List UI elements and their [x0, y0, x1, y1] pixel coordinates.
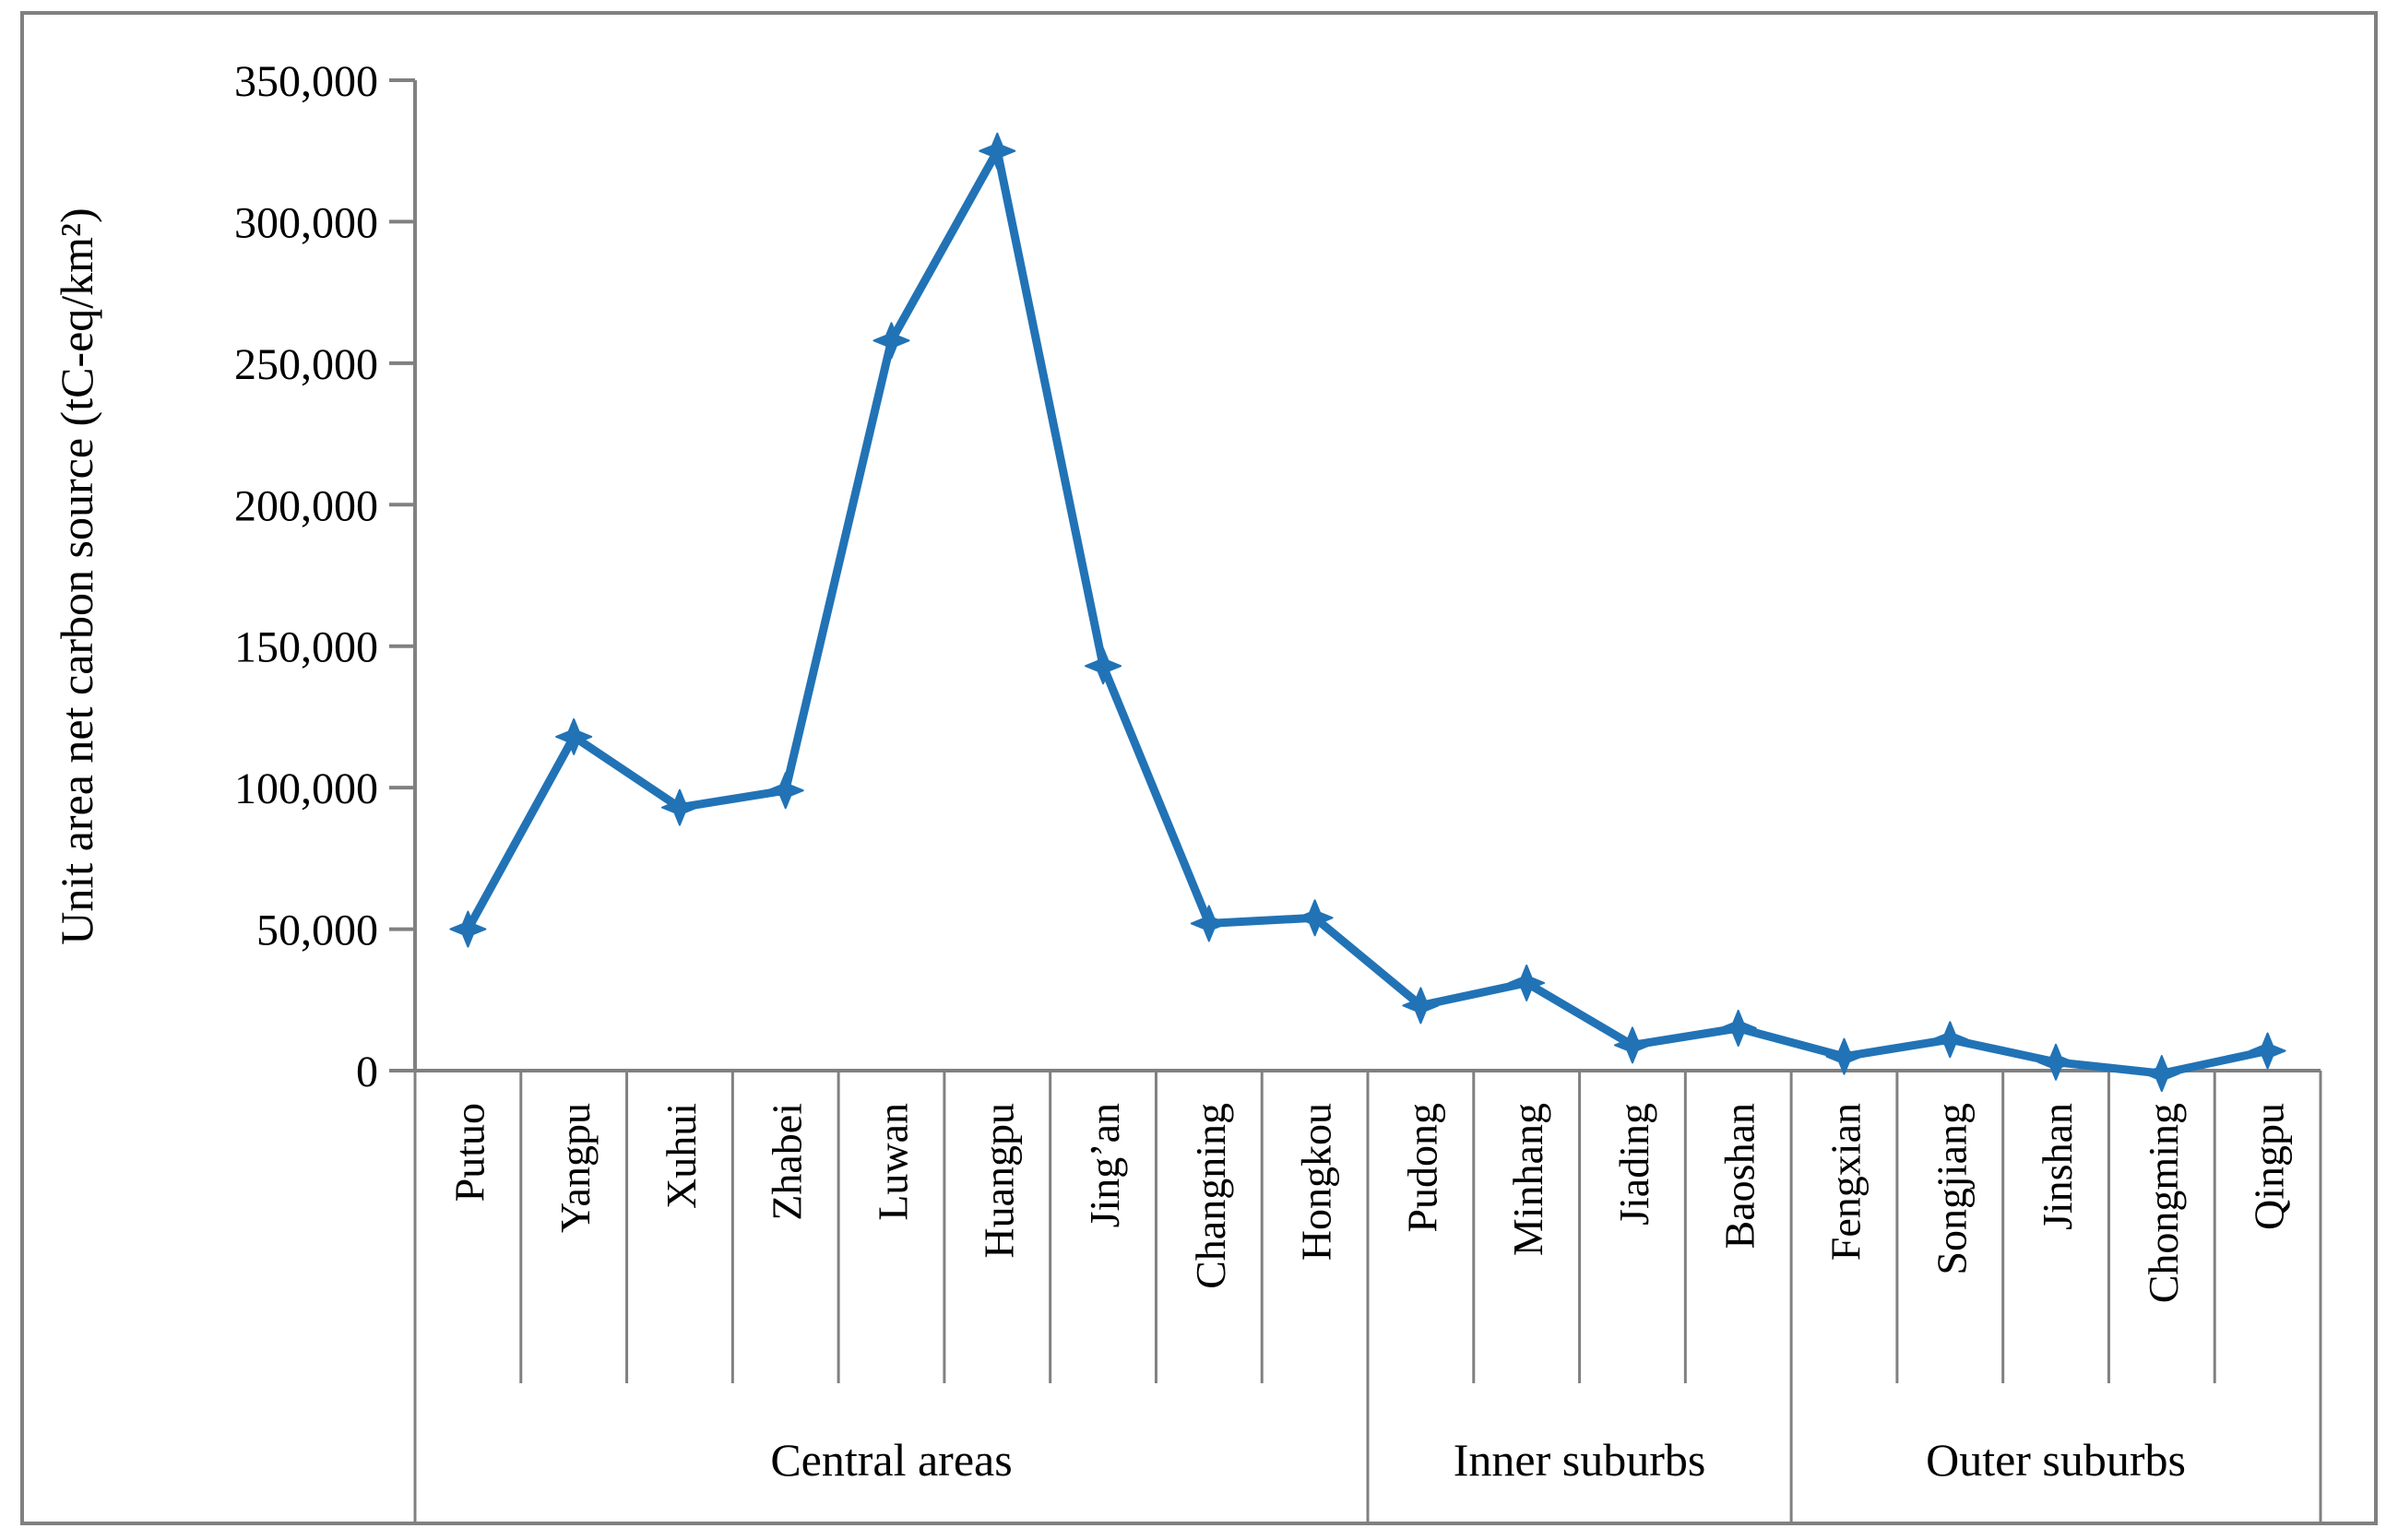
category-label: Jinshan: [2034, 1103, 2081, 1230]
data-point-marker: [1719, 1009, 1757, 1047]
group-label: Central areas: [770, 1434, 1012, 1486]
category-label: Baoshan: [1716, 1103, 1763, 1249]
group-label: Outer suburbs: [1926, 1434, 2186, 1486]
data-point-marker: [1085, 647, 1122, 685]
data-point-marker: [660, 788, 698, 826]
data-point-marker: [873, 322, 910, 360]
data-point-marker: [979, 132, 1016, 170]
y-tick-label: 0: [356, 1048, 378, 1096]
y-tick-label: 300,000: [234, 198, 378, 247]
category-label: Minhang: [1504, 1103, 1551, 1256]
category-label: Zhabei: [764, 1103, 811, 1221]
y-tick-label: 50,000: [256, 906, 378, 955]
data-point-marker: [555, 717, 593, 755]
data-point-marker: [1613, 1026, 1651, 1064]
category-label: Xuhui: [658, 1103, 705, 1209]
y-axis-title: Unit area net carbon source (tC-eq/km²): [51, 207, 102, 944]
category-label: Huangpu: [975, 1103, 1022, 1259]
series-layer: [449, 132, 2286, 1093]
y-tick-label: 350,000: [234, 57, 378, 106]
category-label: Putuo: [445, 1103, 493, 1202]
data-point-marker: [1931, 1021, 1969, 1059]
group-label: Inner suburbs: [1454, 1434, 1706, 1486]
data-point-marker: [1825, 1037, 1863, 1075]
category-labels-layer: Putuo Yangpu Xuhui Zhabei Luwan Huangpu Jing’a…: [445, 1103, 2292, 1303]
data-point-marker: [766, 772, 804, 810]
y-tick-label: 200,000: [234, 481, 378, 530]
category-label: Yangpu: [552, 1103, 599, 1233]
figure-border: [20, 11, 2378, 1525]
data-point-marker: [449, 910, 487, 948]
category-label: Qingpu: [2246, 1103, 2293, 1230]
data-point-marker: [2249, 1032, 2286, 1070]
series-line: [463, 147, 2273, 1078]
category-label: Hongkou: [1293, 1103, 1340, 1261]
y-tick-labels-layer: 0 50,000 100,000 150,000 200,000 250,000 300,0…: [234, 57, 378, 1096]
data-point-marker: [1190, 905, 1228, 942]
y-tick-label: 150,000: [234, 623, 378, 672]
category-label: Songjiang: [1928, 1103, 1975, 1275]
category-label: Jiading: [1610, 1103, 1657, 1226]
data-point-marker: [2037, 1043, 2075, 1081]
axes-layer: [389, 78, 2322, 1523]
group-labels-layer: Central areas Inner suburbs Outer suburbs: [770, 1434, 2186, 1486]
category-label: Chongming: [2140, 1103, 2187, 1303]
category-label: Pudong: [1398, 1103, 1445, 1233]
category-label: Luwan: [870, 1103, 917, 1221]
data-point-marker: [1402, 987, 1440, 1025]
y-tick-label: 100,000: [234, 764, 378, 813]
data-point-marker: [1296, 899, 1334, 937]
y-tick-label: 250,000: [234, 340, 378, 389]
data-point-marker: [2143, 1055, 2180, 1093]
category-label: Jing’an: [1081, 1103, 1128, 1227]
data-point-marker: [1508, 964, 1546, 1001]
category-label: Changning: [1187, 1103, 1234, 1289]
category-label: Fengxian: [1822, 1103, 1870, 1261]
